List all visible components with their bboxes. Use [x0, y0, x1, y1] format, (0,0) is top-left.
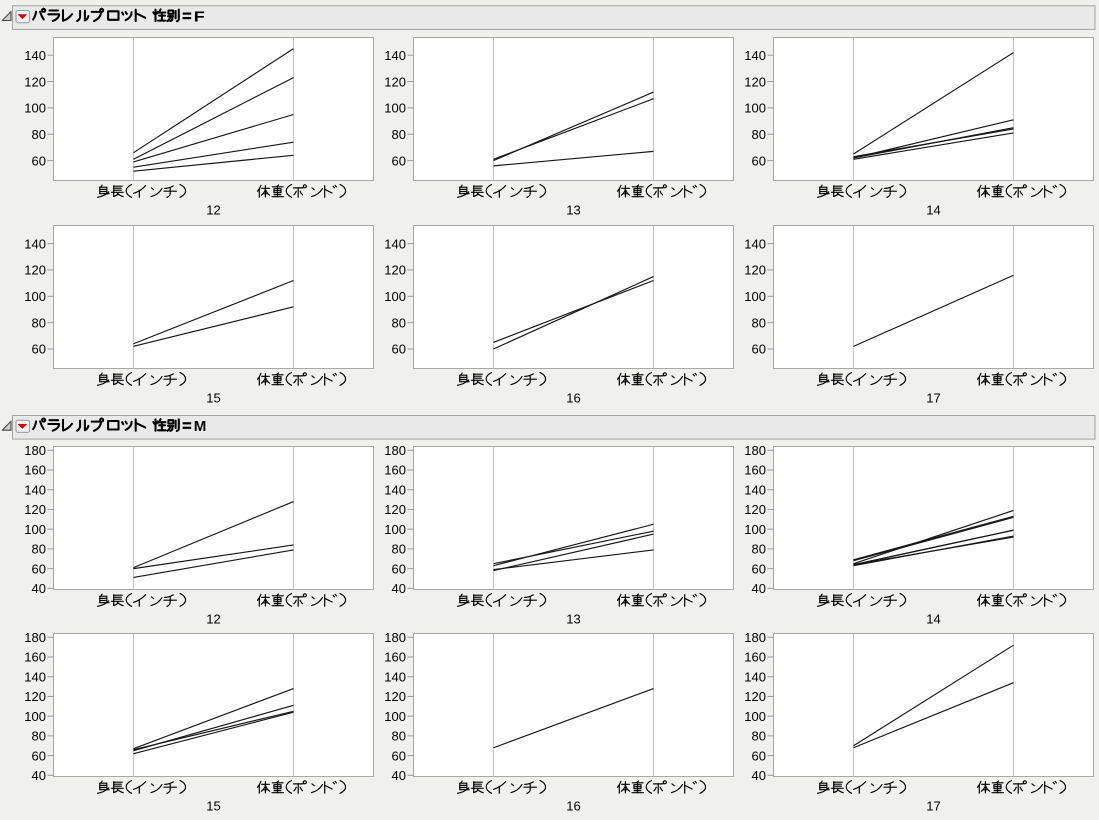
svg-text:M: M — [194, 418, 207, 435]
svg-text:60: 60 — [752, 748, 766, 763]
svg-text:160: 160 — [744, 463, 766, 478]
svg-text:120: 120 — [384, 689, 406, 704]
svg-text:80: 80 — [392, 729, 406, 744]
svg-text:16: 16 — [566, 391, 580, 406]
svg-text:80: 80 — [752, 542, 766, 557]
svg-text:F: F — [194, 9, 205, 26]
svg-text:40: 40 — [752, 768, 766, 783]
svg-text:15: 15 — [206, 799, 220, 814]
svg-text:14: 14 — [926, 203, 940, 218]
svg-text:120: 120 — [744, 689, 766, 704]
svg-text:140: 140 — [744, 669, 766, 684]
svg-text:60: 60 — [392, 153, 406, 168]
svg-text:16: 16 — [566, 799, 580, 814]
svg-text:100: 100 — [24, 101, 46, 116]
svg-text:180: 180 — [744, 630, 766, 645]
svg-text:160: 160 — [24, 650, 46, 665]
svg-text:40: 40 — [392, 768, 406, 783]
svg-text:120: 120 — [384, 502, 406, 517]
svg-text:80: 80 — [752, 315, 766, 330]
svg-text:60: 60 — [32, 342, 46, 357]
svg-text:80: 80 — [32, 315, 46, 330]
svg-text:180: 180 — [24, 630, 46, 645]
svg-text:140: 140 — [24, 236, 46, 251]
svg-text:160: 160 — [24, 463, 46, 478]
svg-text:100: 100 — [744, 289, 766, 304]
svg-text:100: 100 — [384, 522, 406, 537]
svg-text:60: 60 — [752, 561, 766, 576]
svg-text:100: 100 — [384, 289, 406, 304]
svg-text:15: 15 — [206, 391, 220, 406]
svg-text:100: 100 — [24, 709, 46, 724]
svg-text:140: 140 — [744, 236, 766, 251]
svg-text:180: 180 — [24, 443, 46, 458]
svg-text:100: 100 — [744, 101, 766, 116]
svg-text:180: 180 — [384, 443, 406, 458]
svg-text:17: 17 — [926, 391, 940, 406]
svg-text:120: 120 — [24, 263, 46, 278]
svg-text:14: 14 — [926, 612, 940, 627]
svg-text:12: 12 — [206, 203, 220, 218]
svg-text:80: 80 — [392, 315, 406, 330]
svg-text:60: 60 — [392, 748, 406, 763]
svg-text:140: 140 — [24, 669, 46, 684]
svg-text:160: 160 — [744, 650, 766, 665]
svg-text:100: 100 — [384, 101, 406, 116]
svg-text:80: 80 — [32, 127, 46, 142]
svg-text:120: 120 — [24, 74, 46, 89]
svg-text:80: 80 — [392, 127, 406, 142]
svg-text:140: 140 — [384, 236, 406, 251]
svg-text:40: 40 — [32, 768, 46, 783]
svg-text:100: 100 — [24, 289, 46, 304]
svg-text:120: 120 — [744, 74, 766, 89]
svg-text:140: 140 — [24, 482, 46, 497]
svg-text:100: 100 — [384, 709, 406, 724]
svg-text:60: 60 — [32, 561, 46, 576]
svg-text:60: 60 — [392, 342, 406, 357]
svg-text:140: 140 — [384, 669, 406, 684]
svg-text:80: 80 — [32, 542, 46, 557]
svg-text:80: 80 — [392, 542, 406, 557]
svg-text:140: 140 — [744, 482, 766, 497]
svg-text:80: 80 — [752, 729, 766, 744]
svg-text:140: 140 — [24, 48, 46, 63]
svg-text:160: 160 — [384, 463, 406, 478]
svg-text:180: 180 — [744, 443, 766, 458]
svg-text:13: 13 — [566, 612, 580, 627]
svg-text:60: 60 — [392, 561, 406, 576]
svg-text:120: 120 — [744, 502, 766, 517]
svg-text:120: 120 — [24, 689, 46, 704]
svg-text:120: 120 — [744, 263, 766, 278]
svg-text:40: 40 — [752, 581, 766, 596]
svg-text:80: 80 — [752, 127, 766, 142]
svg-text:60: 60 — [32, 748, 46, 763]
svg-text:13: 13 — [566, 203, 580, 218]
svg-text:40: 40 — [32, 581, 46, 596]
svg-text:12: 12 — [206, 612, 220, 627]
svg-text:180: 180 — [384, 630, 406, 645]
svg-text:60: 60 — [32, 153, 46, 168]
svg-text:17: 17 — [926, 799, 940, 814]
svg-text:120: 120 — [24, 502, 46, 517]
svg-text:120: 120 — [384, 263, 406, 278]
svg-text:100: 100 — [24, 522, 46, 537]
svg-text:140: 140 — [384, 482, 406, 497]
svg-text:100: 100 — [744, 709, 766, 724]
svg-text:140: 140 — [744, 48, 766, 63]
svg-text:140: 140 — [384, 48, 406, 63]
svg-text:100: 100 — [744, 522, 766, 537]
svg-text:60: 60 — [752, 153, 766, 168]
svg-text:80: 80 — [32, 729, 46, 744]
svg-text:160: 160 — [384, 650, 406, 665]
svg-text:120: 120 — [384, 74, 406, 89]
svg-text:40: 40 — [392, 581, 406, 596]
svg-text:60: 60 — [752, 342, 766, 357]
